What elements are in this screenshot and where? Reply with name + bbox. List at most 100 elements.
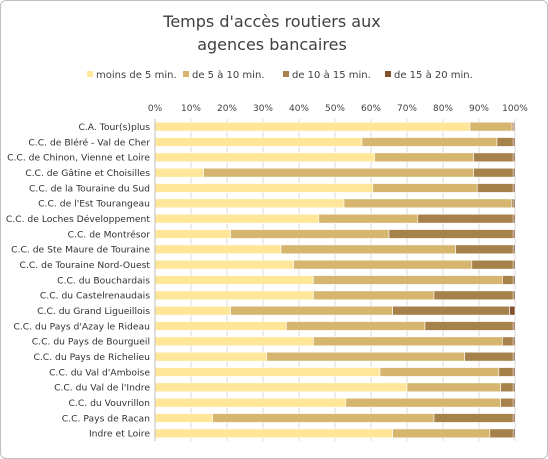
bar-segment-series-1 xyxy=(313,290,435,301)
x-tick-label: 90% xyxy=(469,104,489,114)
bar-segment-series-3 xyxy=(512,413,516,423)
legend-label: de 5 à 10 min. xyxy=(192,69,264,81)
bar-segment-series-0 xyxy=(154,290,314,301)
bar-segment-series-0 xyxy=(154,121,471,132)
bar-segment-series-1 xyxy=(280,244,456,255)
bar-segment-series-2 xyxy=(502,336,514,347)
legend-label: de 15 à 20 min. xyxy=(394,69,473,81)
category-label: C.C. de Chinon, Vienne et Loire xyxy=(7,153,150,164)
legend-label: de 10 à 15 min. xyxy=(292,69,371,81)
bar-segment-series-3 xyxy=(512,351,516,362)
chart-title-line-1: Temps d'accès routiers aux xyxy=(162,12,380,31)
bar-segment-series-2 xyxy=(388,229,514,239)
bar-segment-series-1 xyxy=(293,259,473,270)
bar-segment-series-3 xyxy=(513,121,516,132)
x-tick-label: 10% xyxy=(181,104,201,114)
bar-segment-series-1 xyxy=(361,137,498,147)
bar-segment-series-2 xyxy=(496,137,514,147)
bar-segment-series-2 xyxy=(417,213,514,224)
bar-segment-series-3 xyxy=(512,382,516,393)
category-label: C.C. de Bléré - Val de Cher xyxy=(28,137,150,148)
bar-segment-series-1 xyxy=(313,336,503,347)
bar-segment-series-3 xyxy=(512,213,516,224)
x-tick-label: 20% xyxy=(217,104,237,114)
bar-segment-series-0 xyxy=(154,167,204,178)
x-tick-label: 40% xyxy=(289,104,309,114)
bar-segment-series-1 xyxy=(343,198,512,209)
category-label: C.C. de Ste Maure de Touraine xyxy=(11,245,150,256)
category-label: C.C. de Montrésor xyxy=(68,229,151,240)
bar-segment-series-3 xyxy=(512,152,516,163)
bar-segment-series-2 xyxy=(473,167,514,178)
bar-segment-series-1 xyxy=(469,121,513,132)
category-label: C.C. Pays de Racan xyxy=(62,413,150,424)
bar-segment-series-0 xyxy=(154,428,393,439)
bar-segment-series-0 xyxy=(154,336,314,347)
bar-segment-series-3 xyxy=(512,290,516,301)
bar-segment-series-2 xyxy=(464,351,514,362)
bar-segment-series-0 xyxy=(154,397,347,408)
x-tick-label: 80% xyxy=(433,104,453,114)
bar-segment-series-2 xyxy=(433,413,514,423)
category-label: C.C. du Bouchardais xyxy=(57,275,150,286)
bar-segment-series-3 xyxy=(512,275,516,285)
legend-swatch xyxy=(87,71,93,77)
x-tick-label: 0% xyxy=(148,104,163,114)
bar-segment-series-0 xyxy=(154,198,345,209)
bar-segment-series-2 xyxy=(471,259,514,270)
chart-title-line-2: agences bancaires xyxy=(197,35,347,54)
bar-segment-series-3 xyxy=(512,198,516,209)
bar-segment-series-2 xyxy=(500,382,514,393)
bar-segment-series-0 xyxy=(154,244,282,255)
bar-segment-series-1 xyxy=(230,305,393,316)
category-labels: C.A. Tour(s)plus C.C. de Bléré - Val de C… xyxy=(6,122,151,440)
bar-segment-series-3 xyxy=(512,321,516,331)
bar-segment-series-3 xyxy=(512,167,516,178)
bar-segment-series-1 xyxy=(379,367,500,377)
bar-segment-series-0 xyxy=(154,259,294,270)
bar-segment-series-2 xyxy=(498,367,514,377)
bar-segment-series-1 xyxy=(374,152,474,163)
category-label: C.C. du Val d'Amboise xyxy=(49,367,150,378)
bar-segment-series-3 xyxy=(509,305,516,316)
x-tick-label: 100% xyxy=(502,104,528,114)
bar-segment-series-2 xyxy=(502,275,514,285)
bar-segment-series-0 xyxy=(154,137,363,147)
category-label: C.C. de l'Est Tourangeau xyxy=(38,199,150,210)
bar-segment-series-1 xyxy=(313,275,503,285)
bar-segment-series-1 xyxy=(212,413,435,423)
bar-segment-series-1 xyxy=(392,428,491,439)
category-label: C.C. du Pays de Richelieu xyxy=(33,352,150,363)
bar-segment-series-3 xyxy=(512,137,516,147)
x-tick-label: 60% xyxy=(361,104,381,114)
x-tick-label: 50% xyxy=(325,104,345,114)
bar-segment-series-1 xyxy=(203,167,474,178)
bar-segment-series-2 xyxy=(473,152,514,163)
bar-segment-series-2 xyxy=(489,428,514,439)
bar-segment-series-1 xyxy=(286,321,426,331)
bar-segment-series-3 xyxy=(512,428,516,439)
category-label: Indre et Loire xyxy=(89,429,150,440)
category-label: C.C. du Grand Ligueillois xyxy=(37,306,150,317)
bar-segment-series-1 xyxy=(266,351,465,362)
category-label: C.C. de Touraine Nord-Ouest xyxy=(20,260,151,271)
category-label: C.A. Tour(s)plus xyxy=(78,122,150,133)
bar-segment-series-0 xyxy=(154,183,374,193)
category-label: C.C. de la Touraine du Sud xyxy=(29,183,150,194)
legend-swatch xyxy=(183,71,189,77)
bar-segment-series-2 xyxy=(424,321,514,331)
bar-segment-series-0 xyxy=(154,229,231,239)
legend: moins de 5 min. de 5 à 10 min. de 10 à 15 … xyxy=(87,69,473,81)
bar-segment-series-1 xyxy=(230,229,390,239)
bar-segment-series-3 xyxy=(512,367,516,377)
bar-segment-series-0 xyxy=(154,275,314,285)
category-label: C.C. du Castelrenaudais xyxy=(40,291,150,302)
bar-segment-series-3 xyxy=(512,183,516,193)
bar-segment-series-0 xyxy=(154,321,287,331)
bar-segment-series-2 xyxy=(433,290,514,301)
bar-segment-series-0 xyxy=(154,213,320,224)
category-label: C.C. du Vouvrillon xyxy=(69,398,151,409)
bar-segment-series-0 xyxy=(154,152,375,163)
x-axis-ticks: 0% 10% 20% 30% 40% 50% 60% 70% 80% 90% 100% xyxy=(148,104,528,114)
